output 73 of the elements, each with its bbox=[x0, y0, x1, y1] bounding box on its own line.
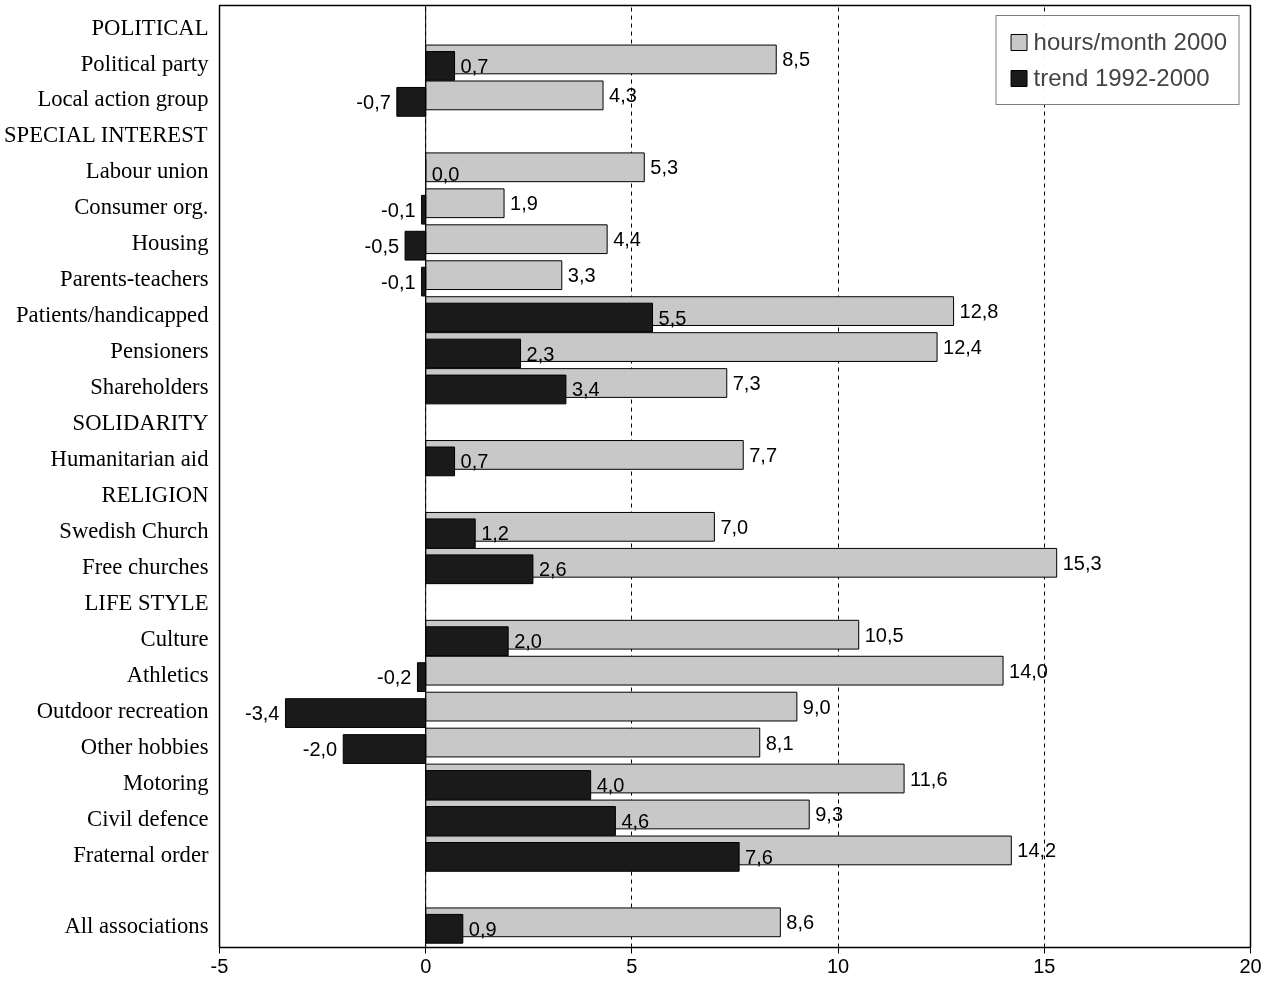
data-label: 7,3 bbox=[732, 372, 761, 395]
y-tick-label: Fraternal order bbox=[73, 841, 209, 867]
data-label: 5,5 bbox=[658, 306, 687, 329]
y-tick-label: Pensioners bbox=[110, 338, 209, 364]
x-tick-label: 15 bbox=[1033, 954, 1056, 977]
data-label: 0,9 bbox=[468, 917, 497, 940]
y-tick-label: Culture bbox=[140, 625, 209, 651]
data-label: 2,3 bbox=[526, 342, 555, 365]
x-tick-label: 10 bbox=[826, 954, 850, 977]
y-tick-label: SOLIDARITY bbox=[72, 410, 209, 436]
x-tick-label: 20 bbox=[1239, 954, 1262, 977]
data-label: 4,6 bbox=[621, 809, 650, 832]
data-label: 2,6 bbox=[538, 558, 567, 581]
y-tick-label: Humanitarian aid bbox=[50, 446, 210, 472]
data-label: 7,6 bbox=[745, 845, 773, 868]
data-label: 0,7 bbox=[460, 54, 489, 77]
data-label: 3,3 bbox=[567, 264, 596, 287]
y-tick-label: Political party bbox=[80, 50, 210, 76]
data-label: 0,0 bbox=[431, 162, 460, 185]
data-label: 10,5 bbox=[864, 623, 904, 646]
data-label: 14,0 bbox=[1009, 659, 1048, 682]
data-label: 12,4 bbox=[943, 336, 983, 359]
x-tick-label: 0 bbox=[420, 954, 432, 977]
data-label: 14,2 bbox=[1017, 839, 1057, 862]
data-label: -0,2 bbox=[376, 666, 412, 689]
y-tick-label: Athletics bbox=[126, 661, 209, 687]
y-tick-label: Consumer org. bbox=[74, 194, 209, 220]
y-tick-label: Housing bbox=[131, 230, 209, 256]
y-tick-label: RELIGION bbox=[101, 481, 209, 507]
data-label: 9,3 bbox=[815, 803, 844, 826]
x-tick-label: 5 bbox=[626, 954, 638, 977]
y-tick-label: LIFE STYLE bbox=[84, 589, 209, 615]
data-label: 4,4 bbox=[613, 228, 641, 251]
y-tick-label: Other hobbies bbox=[80, 733, 209, 759]
data-label: 11,6 bbox=[910, 767, 948, 790]
y-tick-label: POLITICAL bbox=[91, 14, 209, 40]
data-label: 0,7 bbox=[460, 450, 489, 473]
data-label: -0,5 bbox=[364, 234, 400, 257]
data-label: 1,2 bbox=[481, 522, 509, 545]
y-tick-label: Shareholders bbox=[90, 374, 209, 400]
data-label: -0,1 bbox=[381, 270, 416, 293]
data-label: 15,3 bbox=[1062, 551, 1102, 574]
data-label: 2,0 bbox=[514, 630, 542, 653]
data-label: 8,5 bbox=[782, 48, 811, 71]
y-tick-label: Civil defence bbox=[87, 805, 209, 831]
x-tick-label: -5 bbox=[210, 954, 229, 977]
data-label: -3,4 bbox=[245, 702, 280, 725]
legend-label: trend 1992-2000 bbox=[1033, 64, 1210, 92]
y-tick-label: Outdoor recreation bbox=[36, 697, 209, 723]
data-label: -2,0 bbox=[302, 738, 338, 761]
y-tick-label: Patients/handicapped bbox=[15, 302, 210, 328]
data-label: 7,7 bbox=[749, 443, 778, 466]
data-label: 8,1 bbox=[765, 731, 794, 754]
data-label: 3,4 bbox=[571, 378, 600, 401]
data-label: 5,3 bbox=[650, 156, 679, 179]
data-label: 9,0 bbox=[802, 695, 831, 718]
data-label: 1,9 bbox=[510, 192, 538, 215]
data-label: 8,6 bbox=[786, 911, 815, 934]
y-tick-label: Local action group bbox=[37, 86, 209, 112]
data-label: 4,3 bbox=[609, 84, 637, 107]
data-label: -0,1 bbox=[381, 198, 416, 221]
y-tick-label: Swedish Church bbox=[59, 517, 210, 543]
legend-label: hours/month 2000 bbox=[1033, 28, 1227, 56]
y-tick-label: All associations bbox=[64, 913, 209, 939]
data-label: -0,7 bbox=[356, 90, 391, 113]
y-tick-label: Motoring bbox=[122, 769, 209, 795]
data-label: 12,8 bbox=[959, 300, 999, 323]
y-tick-label: Free churches bbox=[82, 553, 209, 579]
data-label: 4,0 bbox=[596, 773, 625, 796]
y-tick-label: Labour union bbox=[85, 158, 209, 184]
y-tick-label: SPECIAL INTEREST bbox=[3, 122, 208, 148]
data-label: 7,0 bbox=[720, 515, 749, 538]
y-tick-label: Parents-teachers bbox=[60, 266, 209, 292]
